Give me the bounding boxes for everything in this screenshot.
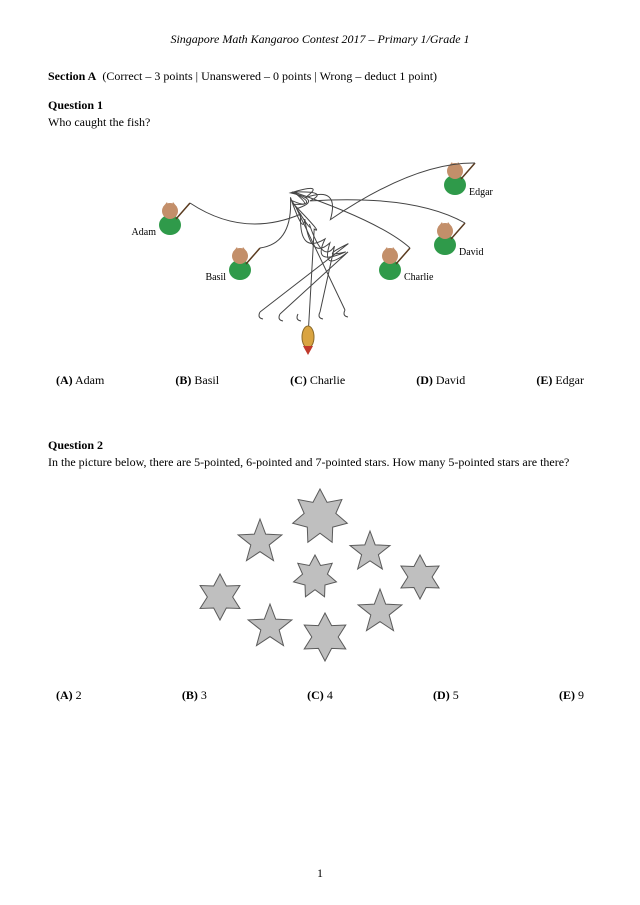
letter-c: (C) (290, 373, 307, 387)
svg-text:Edgar: Edgar (469, 187, 494, 198)
section-rule: (Correct – 3 points | Unanswered – 0 poi… (102, 69, 437, 83)
q1-choice-d: (D) David (416, 373, 465, 388)
q2-choice-a: (A) 2 (56, 688, 82, 703)
q2-choice-e-text: 9 (578, 688, 584, 702)
q2-choice-b-text: 3 (201, 688, 207, 702)
svg-text:Basil: Basil (205, 272, 226, 283)
q2-choice-e: (E) 9 (559, 688, 584, 703)
letter-d2: (D) (433, 688, 450, 702)
letter-c2: (C) (307, 688, 324, 702)
q1-choice-c-text: Charlie (310, 373, 345, 387)
q1-choice-c: (C) Charlie (290, 373, 345, 388)
q1-title: Question 1 (48, 98, 592, 113)
q2-figure (48, 482, 592, 676)
q1-choice-b: (B) Basil (175, 373, 219, 388)
q2-choice-b: (B) 3 (182, 688, 207, 703)
section-label: Section A (48, 69, 96, 83)
svg-text:Adam: Adam (132, 227, 157, 238)
q2-prompt: In the picture below, there are 5-pointe… (48, 455, 592, 470)
q1-figure: Adam Basil Charlie David Edgar (48, 142, 592, 361)
page-header: Singapore Math Kangaroo Contest 2017 – P… (48, 32, 592, 47)
page-number: 1 (0, 866, 640, 881)
q1-choices: (A) Adam (B) Basil (C) Charlie (D) David… (48, 373, 592, 388)
q2-svg (170, 482, 470, 672)
letter-b2: (B) (182, 688, 198, 702)
q2-choice-a-text: 2 (76, 688, 82, 702)
q1-choice-d-text: David (436, 373, 465, 387)
letter-b: (B) (175, 373, 191, 387)
q2-choice-d-text: 5 (453, 688, 459, 702)
q2-choice-c: (C) 4 (307, 688, 333, 703)
section-line: Section A (Correct – 3 points | Unanswer… (48, 69, 592, 84)
letter-a: (A) (56, 373, 73, 387)
q1-svg: Adam Basil Charlie David Edgar (110, 142, 530, 357)
svg-text:David: David (459, 247, 483, 258)
letter-e: (E) (536, 373, 552, 387)
svg-text:Charlie: Charlie (404, 272, 434, 283)
q2-choice-c-text: 4 (327, 688, 333, 702)
q2-title: Question 2 (48, 438, 592, 453)
letter-d: (D) (416, 373, 433, 387)
q1-choice-a-text: Adam (75, 373, 104, 387)
q1-choice-e: (E) Edgar (536, 373, 584, 388)
letter-e2: (E) (559, 688, 575, 702)
q1-prompt: Who caught the fish? (48, 115, 592, 130)
q1-choice-e-text: Edgar (555, 373, 584, 387)
letter-a2: (A) (56, 688, 73, 702)
q2-choices: (A) 2 (B) 3 (C) 4 (D) 5 (E) 9 (48, 688, 592, 703)
q1-choice-b-text: Basil (194, 373, 219, 387)
q1-choice-a: (A) Adam (56, 373, 104, 388)
q2-choice-d: (D) 5 (433, 688, 459, 703)
